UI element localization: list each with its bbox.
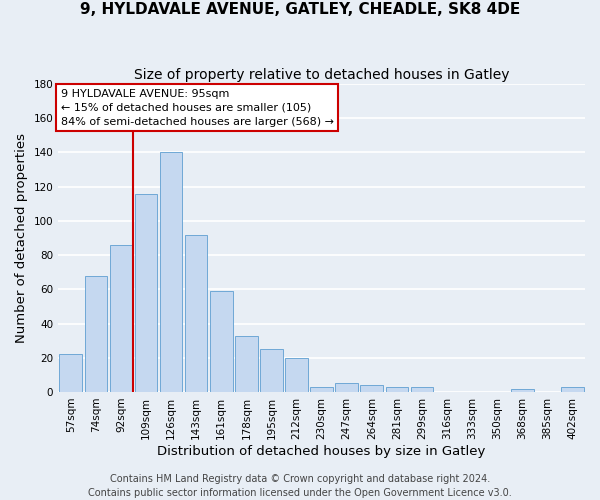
Bar: [134, 194, 157, 392]
Bar: [235, 336, 257, 392]
Title: Size of property relative to detached houses in Gatley: Size of property relative to detached ho…: [134, 68, 509, 82]
Bar: [335, 384, 358, 392]
Bar: [310, 387, 333, 392]
Bar: [110, 245, 132, 392]
Text: 9, HYLDAVALE AVENUE, GATLEY, CHEADLE, SK8 4DE: 9, HYLDAVALE AVENUE, GATLEY, CHEADLE, SK…: [80, 2, 520, 18]
Bar: [410, 387, 433, 392]
Bar: [210, 291, 233, 392]
Y-axis label: Number of detached properties: Number of detached properties: [15, 133, 28, 343]
Text: Contains HM Land Registry data © Crown copyright and database right 2024.
Contai: Contains HM Land Registry data © Crown c…: [88, 474, 512, 498]
Bar: [285, 358, 308, 392]
Text: 9 HYLDAVALE AVENUE: 95sqm
← 15% of detached houses are smaller (105)
84% of semi: 9 HYLDAVALE AVENUE: 95sqm ← 15% of detac…: [61, 88, 334, 126]
X-axis label: Distribution of detached houses by size in Gatley: Distribution of detached houses by size …: [157, 444, 486, 458]
Bar: [85, 276, 107, 392]
Bar: [561, 387, 584, 392]
Bar: [59, 354, 82, 392]
Bar: [185, 234, 208, 392]
Bar: [260, 349, 283, 392]
Bar: [386, 387, 408, 392]
Bar: [361, 385, 383, 392]
Bar: [511, 388, 533, 392]
Bar: [160, 152, 182, 392]
